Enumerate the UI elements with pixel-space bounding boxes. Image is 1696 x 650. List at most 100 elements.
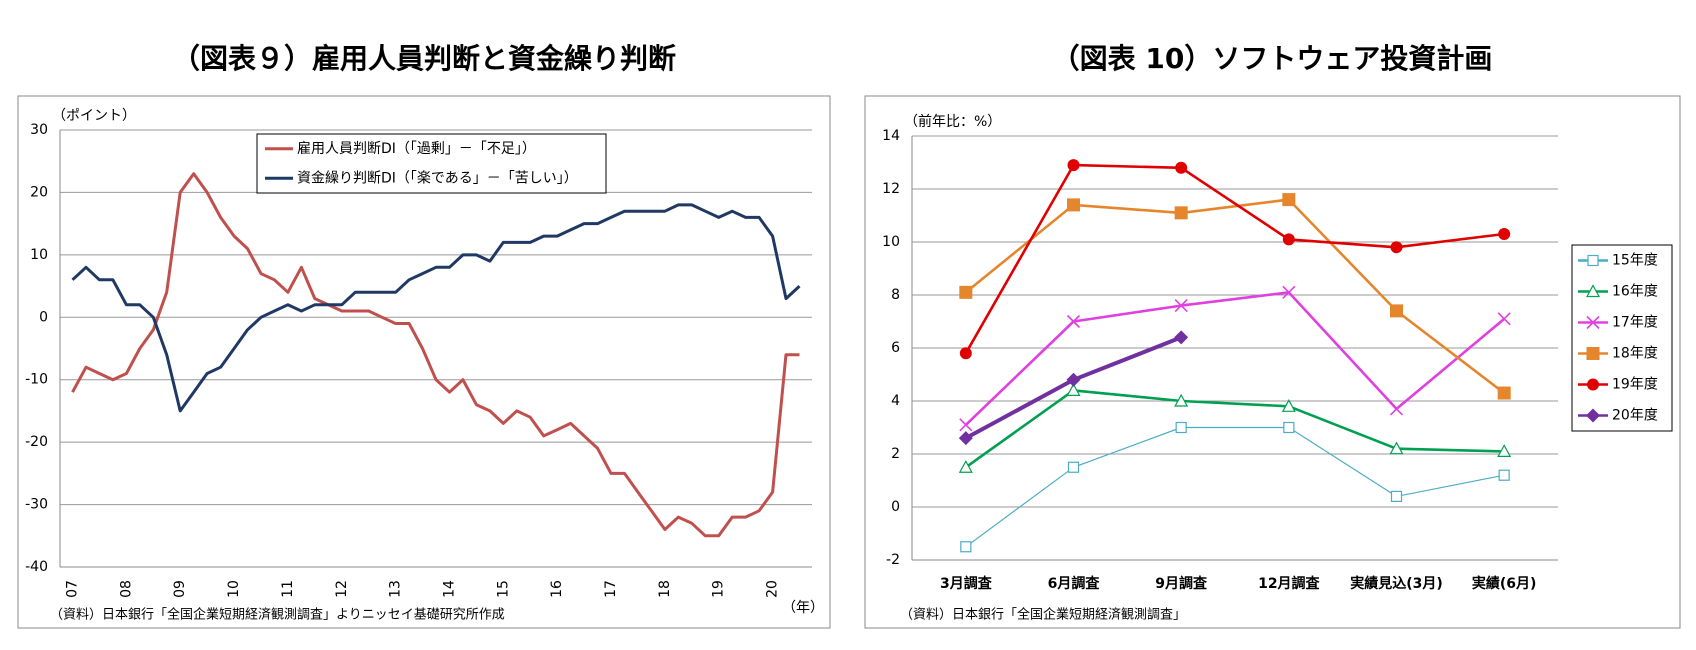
series-line: [965, 389, 1505, 469]
legend-label: 20年度: [1612, 408, 1658, 424]
marker: [1066, 383, 1081, 396]
x-tick-label: 12: [334, 580, 350, 598]
marker: [1282, 285, 1296, 299]
marker: [1497, 444, 1512, 457]
source-note: （資料）日本銀行「全国企業短期経済観測調査」: [900, 607, 1186, 623]
marker: [959, 418, 973, 432]
marker: [1497, 386, 1511, 400]
legend-label: 雇用人員判断DI（「過剰」－「不足」）: [297, 140, 536, 157]
marker: [1390, 241, 1403, 254]
series-line: [71, 203, 801, 413]
marker: [1390, 304, 1403, 318]
y-tick-label: -20: [25, 434, 48, 450]
marker: [960, 541, 972, 553]
x-tick-label: 18: [657, 580, 673, 598]
marker: [1498, 469, 1510, 481]
marker: [958, 431, 973, 446]
legend-marker: [1586, 408, 1600, 423]
y-tick-label: -2: [886, 552, 900, 568]
series-line: [964, 198, 1505, 395]
y-tick-label: 0: [891, 499, 900, 515]
y-tick-label: 30: [30, 122, 48, 138]
x-tick-label: 実績見込(3月): [1350, 575, 1443, 592]
x-tick-label: 実績(6月): [1472, 575, 1537, 592]
marker: [1175, 161, 1188, 174]
x-tick-label: 10: [226, 580, 242, 598]
y-tick-label: -30: [25, 497, 48, 513]
marker: [1067, 159, 1080, 172]
y-tick-label: 0: [39, 309, 48, 325]
marker: [1066, 372, 1081, 387]
panel-frame: [17, 95, 831, 629]
marker: [959, 347, 972, 360]
marker: [1174, 206, 1188, 220]
legend-label: 資金繰り判断DI（「楽である」－「苦しい」）: [297, 170, 578, 186]
x-tick-label: 08: [118, 580, 134, 598]
x-tick-label: 6月調査: [1048, 575, 1101, 592]
marker: [1174, 330, 1189, 345]
x-tick-label: 9月調査: [1155, 575, 1208, 592]
marker: [1174, 299, 1188, 313]
legend-label: 19年度: [1612, 377, 1658, 393]
legend-label: 15年度: [1612, 253, 1658, 269]
y-tick-label: 14: [882, 128, 900, 144]
marker: [1174, 393, 1189, 407]
series-line: [964, 291, 1506, 426]
series-line: [964, 163, 1505, 354]
series-line: [965, 426, 1505, 548]
x-tick-label: 12月調査: [1258, 575, 1320, 592]
marker: [958, 459, 973, 473]
x-tick-label: 20: [765, 580, 781, 598]
source-note: （資料）日本銀行「全国企業短期経済観測調査」よりニッセイ基礎研究所作成: [50, 607, 505, 623]
y-tick-label: 20: [30, 184, 48, 200]
y-tick-label: 10: [30, 247, 48, 263]
y-tick-label: 10: [882, 234, 900, 250]
marker: [1067, 461, 1080, 473]
x-tick-label: 09: [172, 580, 188, 598]
x-tick-label: 19: [711, 580, 727, 598]
x-tick-label: 16: [549, 580, 565, 598]
x-tick-label: 13: [388, 580, 404, 598]
x-tick-label: 15: [495, 580, 511, 598]
y-tick-label: 6: [891, 340, 900, 356]
legend-marker: [1587, 378, 1599, 391]
marker: [1281, 399, 1296, 412]
x-tick-label: 11: [280, 580, 296, 598]
legend-label: 17年度: [1612, 315, 1658, 331]
panel-frame: [864, 95, 1681, 629]
marker: [1497, 312, 1511, 326]
legend-box: [1571, 244, 1673, 432]
marker: [1389, 402, 1404, 416]
chart-title: （図表 10）ソフトウェア投資計画: [1052, 42, 1493, 75]
chart-title: （図表９）雇用人員判断と資金繰り判断: [172, 42, 676, 75]
y-tick-label: 2: [891, 446, 900, 462]
x-tick-label: 07: [65, 580, 81, 598]
y-axis-label: （ポイント）: [52, 108, 136, 124]
marker: [1066, 314, 1081, 329]
marker: [1498, 228, 1511, 241]
x-unit: （年）: [782, 600, 824, 616]
y-tick-label: -40: [25, 559, 48, 575]
marker: [1390, 490, 1403, 502]
marker: [959, 285, 973, 299]
series-line: [71, 172, 800, 538]
y-tick-label: 8: [891, 287, 900, 303]
y-axis-label: （前年比：%）: [904, 113, 1001, 130]
x-tick-label: 17: [603, 580, 619, 598]
legend-label: 16年度: [1612, 284, 1658, 300]
legend-label: 18年度: [1612, 346, 1658, 362]
legend-marker: [1585, 284, 1601, 298]
legend-marker: [1586, 315, 1600, 330]
legend-marker: [1586, 347, 1600, 360]
marker: [1389, 441, 1404, 455]
marker: [1283, 421, 1295, 434]
marker: [1175, 421, 1187, 434]
marker: [1282, 233, 1295, 246]
x-tick-label: 14: [441, 580, 457, 598]
legend-marker: [1587, 254, 1599, 267]
y-tick-label: 12: [882, 181, 900, 197]
y-tick-label: -10: [25, 372, 48, 388]
y-tick-label: 4: [891, 393, 900, 409]
legend-box: [256, 133, 607, 194]
